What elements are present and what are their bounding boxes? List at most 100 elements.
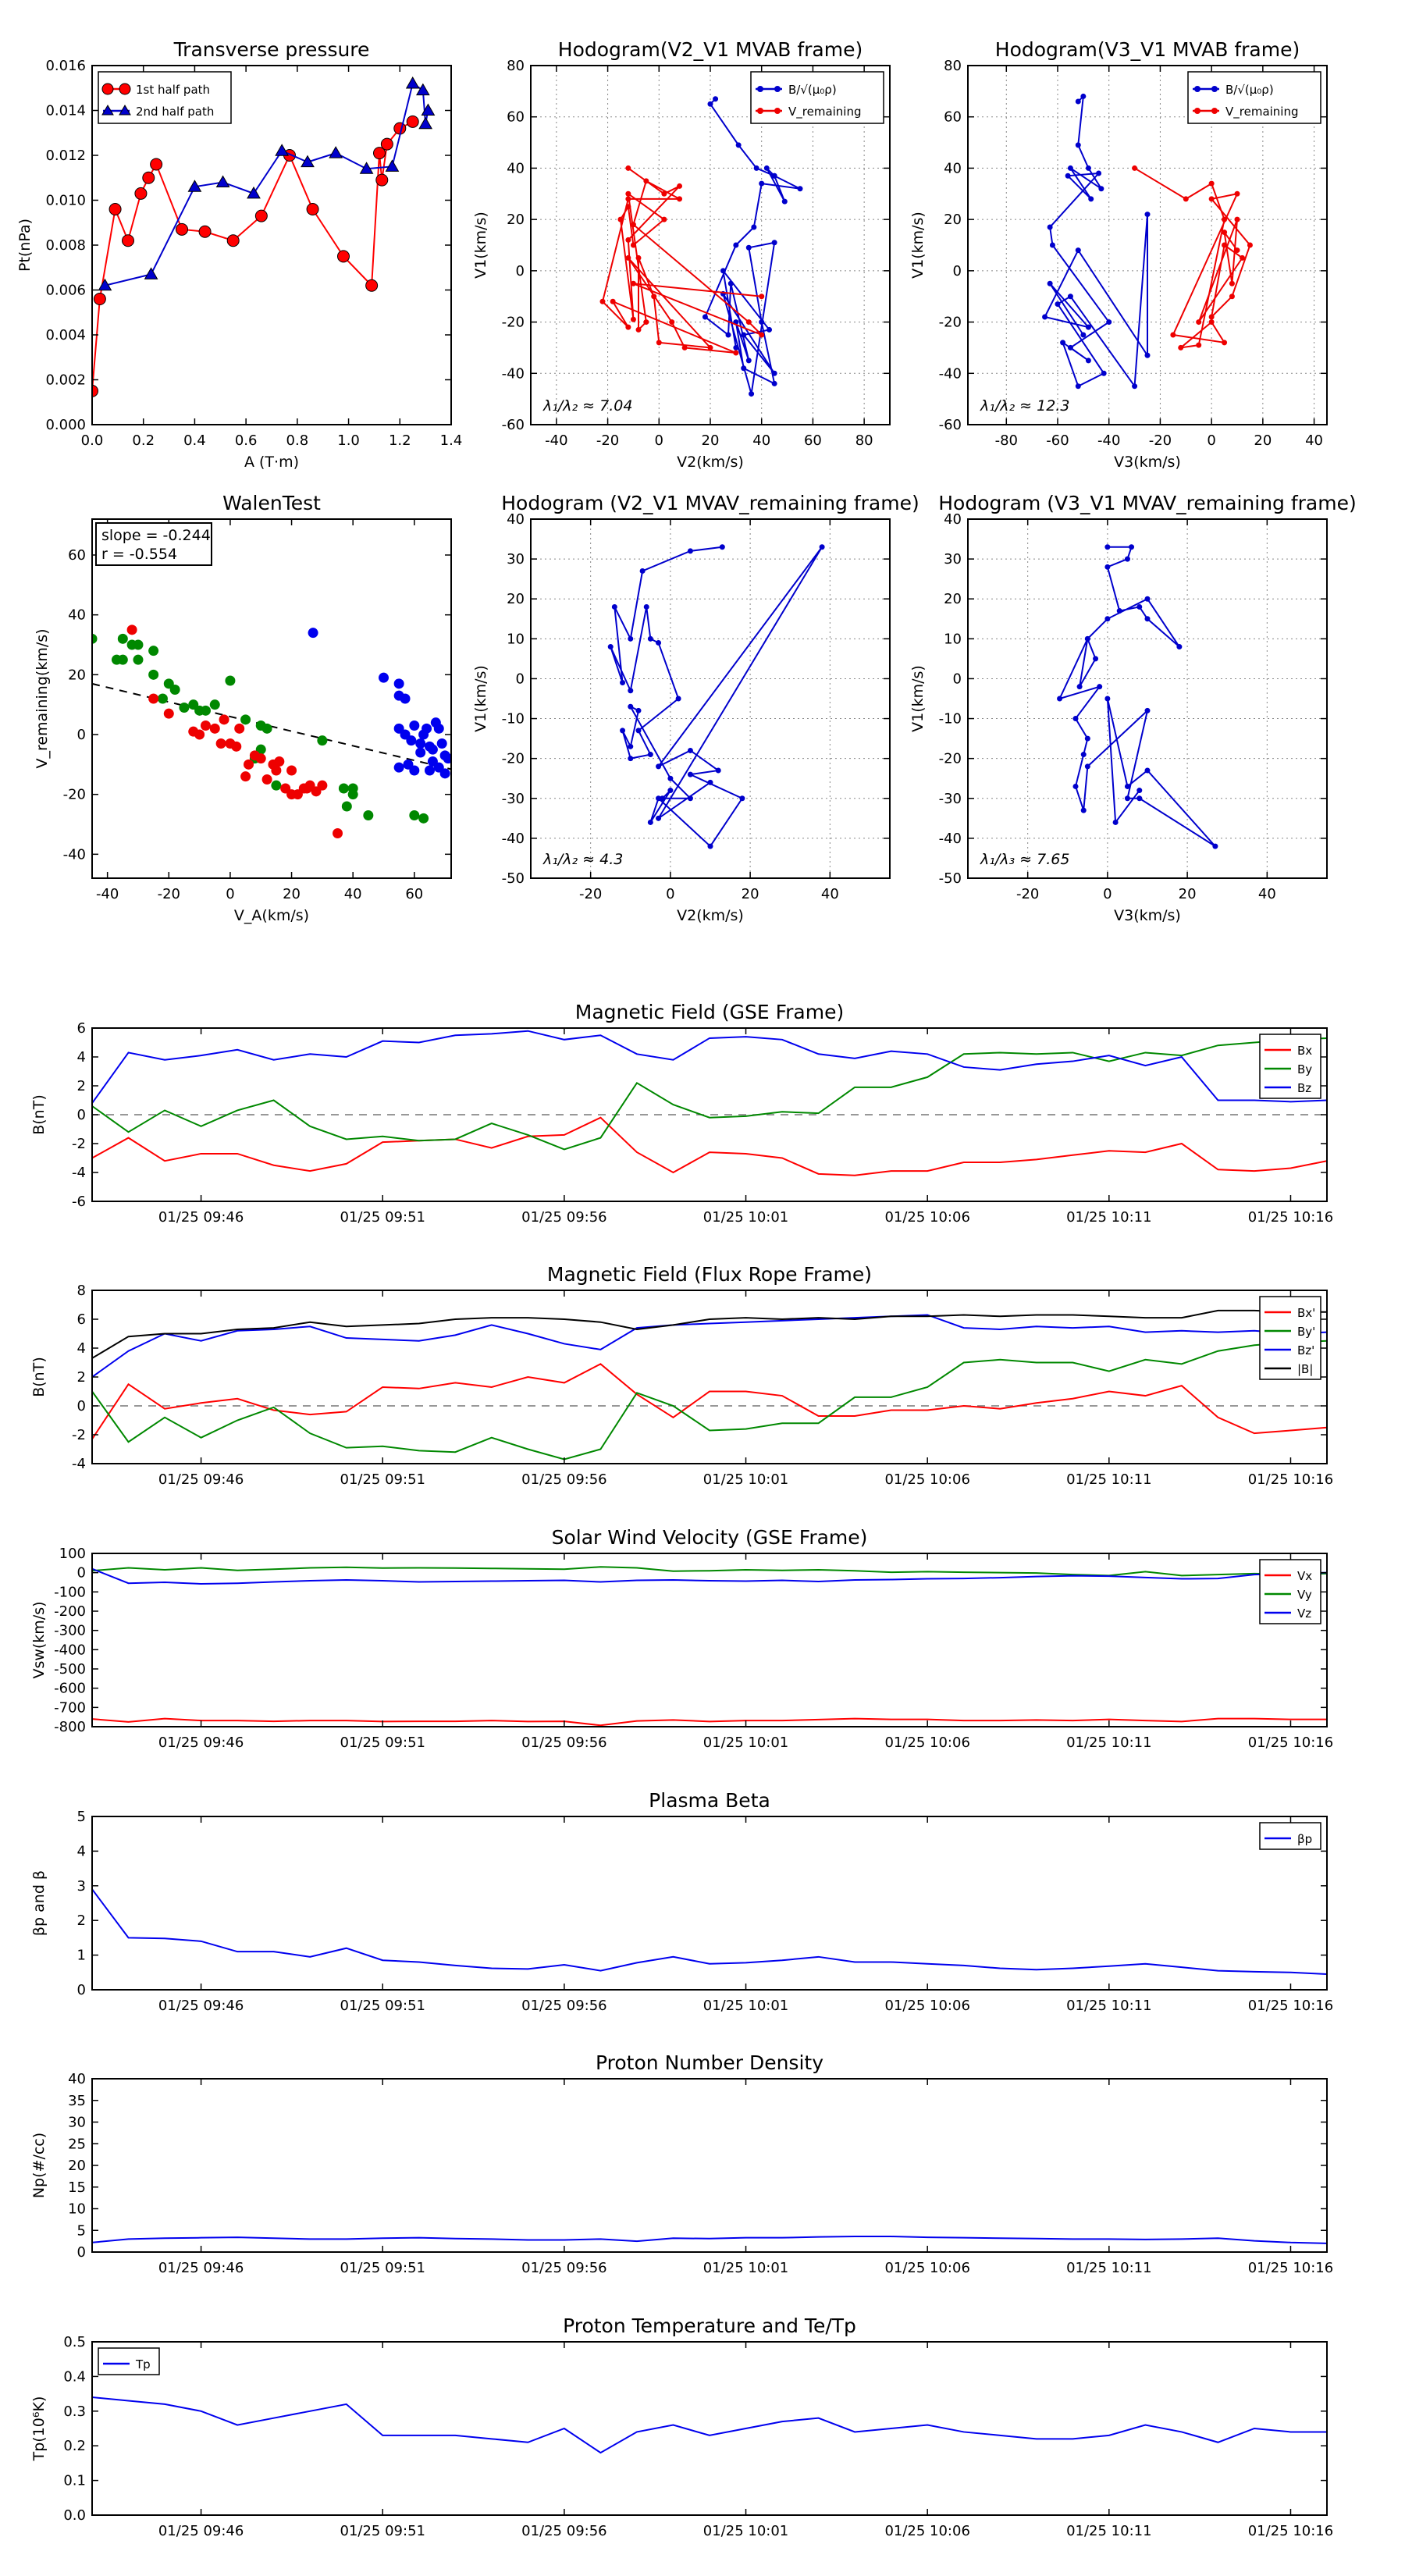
data-point — [677, 196, 683, 202]
data-point — [1234, 190, 1240, 197]
chart-title: WalenTest — [222, 492, 321, 514]
data-point — [92, 384, 98, 397]
data-point — [1106, 319, 1112, 326]
data-point — [630, 316, 636, 322]
data-point — [610, 298, 616, 304]
x-tick-label: 01/25 09:56 — [521, 1998, 606, 2014]
data-point — [661, 190, 667, 197]
y-tick-label: 80 — [507, 58, 525, 74]
data-point — [126, 624, 137, 635]
data-point — [625, 204, 631, 210]
data-point — [628, 688, 634, 694]
series-line — [1058, 546, 1216, 847]
y-tick-label: 40 — [68, 2071, 86, 2087]
x-tick-label: 40 — [752, 432, 770, 449]
data-point — [771, 173, 777, 179]
y-tick-label: 25 — [68, 2136, 86, 2152]
y-tick-label: -400 — [54, 1642, 86, 1658]
data-point — [215, 738, 226, 749]
data-point — [819, 544, 825, 550]
data-point — [1049, 242, 1055, 248]
data-point — [687, 771, 693, 777]
chart-title: Solar Wind Velocity (GSE Frame) — [552, 1526, 868, 1549]
series-line — [92, 1030, 1327, 1104]
data-point — [1132, 383, 1138, 390]
data-point — [415, 747, 426, 758]
legend: Bx' By' Bz' |B| — [1259, 1296, 1321, 1380]
data-point — [739, 795, 745, 802]
data-point — [1060, 340, 1066, 346]
data-point — [630, 242, 636, 248]
legend: B/√(μ₀ρ) V_remaining — [1187, 71, 1321, 124]
data-point — [635, 728, 642, 734]
data-point — [234, 723, 245, 734]
x-tick-label: 01/25 10:11 — [1066, 2523, 1151, 2539]
data-point — [1104, 696, 1111, 702]
y-tick-label: 0.2 — [63, 2438, 86, 2454]
data-point — [274, 756, 285, 767]
data-point — [405, 76, 420, 89]
data-point — [244, 759, 254, 770]
data-point — [1104, 544, 1111, 550]
y-tick-label: 4 — [77, 1340, 86, 1357]
x-tick-label: 01/25 09:51 — [340, 1471, 425, 1488]
data-point — [687, 548, 693, 554]
data-point — [1240, 254, 1246, 261]
data-point — [625, 237, 631, 243]
data-point — [628, 743, 634, 749]
legend-label: Bz' — [1297, 1343, 1314, 1357]
chart-np: Proton Number Density 01/25 09:46 01/25 09… — [30, 2051, 1333, 2276]
data-point — [1144, 707, 1151, 713]
legend-label: 2nd half path — [136, 105, 214, 119]
data-point — [1104, 616, 1111, 622]
y-tick-label: -50 — [502, 870, 525, 887]
data-point — [363, 810, 374, 820]
data-point — [409, 720, 420, 731]
data-point — [424, 765, 435, 776]
x-tick-label: 01/25 10:01 — [703, 2523, 788, 2539]
legend-label: Vy — [1297, 1588, 1312, 1602]
data-point — [656, 639, 662, 646]
data-point — [1196, 319, 1202, 326]
x-tick-label: 01/25 10:16 — [1248, 1735, 1333, 1751]
data-point — [261, 774, 272, 785]
y-tick-label: 0.010 — [45, 193, 86, 209]
data-point — [1196, 342, 1202, 348]
data-point — [647, 752, 653, 758]
x-tick-label: 01/25 10:06 — [884, 2523, 969, 2539]
data-point — [209, 723, 220, 734]
data-point — [443, 753, 451, 764]
data-point — [745, 358, 752, 364]
y-axis-label: Pt(nPa) — [16, 219, 34, 272]
data-point — [759, 319, 765, 326]
x-axis-label: V3(km/s) — [1114, 454, 1181, 471]
y-axis-label: Vsw(km/s) — [30, 1601, 48, 1678]
legend: βp — [1259, 1822, 1321, 1850]
y-tick-label: -20 — [502, 751, 525, 767]
data-point — [667, 788, 674, 794]
data-point — [771, 380, 777, 386]
series-line — [92, 1314, 1327, 1378]
x-tick-label: 0.0 — [81, 432, 104, 449]
data-point — [308, 628, 318, 639]
legend-label: Tp — [135, 2357, 151, 2371]
y-tick-label: 0.0 — [63, 2507, 86, 2524]
data-point — [1222, 242, 1228, 248]
y-axis-label: B(nT) — [30, 1357, 48, 1397]
legend-label: V_remaining — [1225, 105, 1299, 119]
y-axis-label: V_remaining(km/s) — [34, 628, 51, 768]
data-point — [393, 678, 404, 689]
plot-area — [599, 96, 803, 397]
x-tick-label: 0 — [655, 432, 663, 449]
series-line — [92, 1309, 1327, 1359]
data-point — [753, 165, 759, 171]
y-tick-label: 30 — [944, 551, 962, 568]
legend-label: Vz — [1297, 1606, 1311, 1621]
annotation-text: λ₁/λ₂ ≈ 12.3 — [980, 397, 1069, 415]
data-point — [1136, 603, 1143, 610]
data-point — [1136, 795, 1143, 802]
data-point — [359, 162, 374, 174]
data-point — [422, 723, 432, 734]
series-line — [92, 120, 414, 391]
